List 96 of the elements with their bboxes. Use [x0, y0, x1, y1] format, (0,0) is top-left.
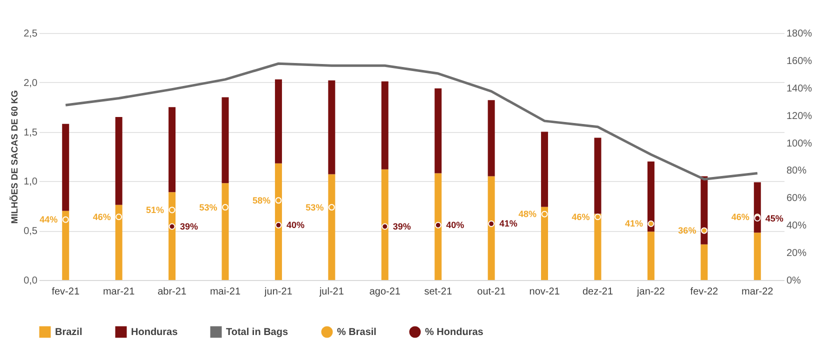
bar [700, 244, 708, 280]
y2-tick-label: 120% [786, 110, 812, 122]
data-label: 39% [392, 221, 411, 232]
y2-tick-label: 60% [786, 193, 807, 204]
bar [222, 97, 229, 184]
y2-tick-label: 140% [786, 83, 812, 94]
data-label: 46% [731, 212, 750, 222]
bar [328, 174, 336, 280]
bar [62, 210, 70, 280]
bar [381, 81, 388, 170]
point [222, 204, 228, 211]
bar [488, 100, 495, 176]
data-label: 53% [199, 202, 218, 212]
point [594, 214, 601, 220]
bar [381, 169, 388, 280]
y2-tick-label: 160% [786, 56, 812, 67]
line-series [64, 62, 759, 180]
y2-tick-label: 100% [786, 138, 812, 150]
y-axis-title: MILHÕES DE SACAS DE 60 KG [8, 90, 20, 224]
x-tick-label: mar-21 [102, 286, 136, 298]
x-tick-label: jan-22 [636, 286, 666, 298]
y2-tick-label: 0% [786, 276, 802, 286]
point [275, 197, 282, 204]
legend-label: % Brasil [337, 327, 377, 338]
point [168, 206, 176, 214]
bar [328, 80, 336, 174]
legend-label: Honduras [131, 327, 178, 338]
point [168, 223, 176, 230]
bar [115, 116, 122, 205]
data-label: 36% [678, 226, 696, 236]
data-label: 40% [286, 220, 304, 230]
legend-label: Brazil [55, 327, 82, 338]
bar [274, 79, 282, 164]
bar [541, 132, 548, 207]
x-tick-label: dez-21 [582, 286, 614, 298]
legend-label: % Honduras [425, 327, 484, 338]
point [62, 216, 69, 223]
y2-tick-label: 40% [786, 220, 807, 232]
x-tick-label: mai-21 [210, 286, 241, 298]
data-label: 41% [624, 218, 643, 229]
y2-tick-label: 180% [786, 28, 812, 40]
x-tick-label: fev-21 [52, 286, 80, 298]
y-tick-label: 2,5 [24, 28, 38, 40]
data-label: 58% [252, 195, 270, 206]
x-tick-label: out-21 [477, 286, 506, 298]
y-tick-label: 0,5 [24, 226, 38, 238]
x-tick-label: mar-22 [742, 286, 774, 298]
bar [647, 232, 654, 280]
x-tick-label: nov-21 [529, 286, 560, 298]
x-tick-label: ago-21 [369, 286, 401, 298]
bar [274, 163, 282, 280]
point [328, 204, 335, 211]
point [700, 227, 708, 234]
data-label: 46% [92, 212, 111, 222]
bar [541, 206, 548, 280]
y-tick-label: 0,0 [24, 276, 38, 286]
bar [754, 232, 761, 280]
point [648, 220, 654, 227]
bar [594, 138, 602, 214]
x-tick-label: abr-21 [158, 286, 187, 298]
bar [594, 214, 602, 280]
y2-tick-label: 80% [786, 166, 807, 177]
bar [434, 173, 442, 280]
bar [168, 107, 176, 192]
data-label: 46% [572, 212, 590, 222]
data-label: 41% [499, 218, 518, 229]
bar [754, 182, 761, 233]
bar [434, 88, 442, 174]
point [434, 222, 442, 228]
x-tick-label: jun-21 [264, 286, 293, 298]
bar [115, 204, 122, 280]
y2-tick-label: 20% [786, 248, 807, 260]
data-label: 51% [146, 205, 164, 216]
point [275, 222, 282, 228]
y-tick-label: 1,0 [24, 176, 38, 188]
point [116, 214, 122, 220]
y-tick-label: 2,0 [24, 78, 38, 89]
bar [62, 124, 70, 211]
bar [647, 161, 654, 232]
data-label: 45% [765, 213, 784, 224]
x-tick-label: fev-22 [690, 286, 719, 298]
data-label: 53% [306, 202, 324, 212]
bar [168, 192, 176, 280]
point [488, 220, 495, 227]
y-tick-label: 1,5 [24, 127, 38, 138]
point [541, 210, 548, 218]
data-label: 40% [446, 220, 464, 230]
bar [488, 176, 495, 280]
data-label: 39% [180, 221, 198, 232]
x-tick-label: set-21 [424, 286, 452, 298]
point [382, 223, 388, 230]
x-tick-label: jul-21 [318, 286, 344, 298]
data-label: 44% [40, 214, 58, 225]
data-label: 48% [518, 209, 537, 220]
bar [222, 183, 229, 280]
legend-label: Total in Bags [226, 327, 288, 338]
